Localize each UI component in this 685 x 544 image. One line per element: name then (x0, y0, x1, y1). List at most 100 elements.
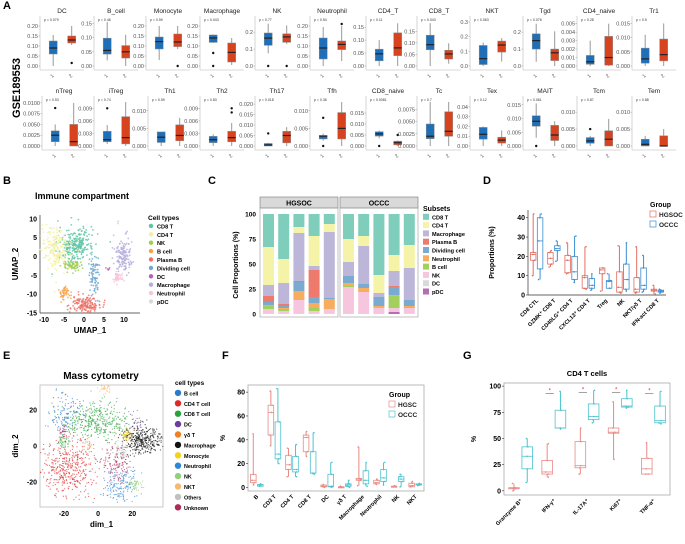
point (62, 457, 65, 460)
legend-swatch (388, 400, 396, 408)
x-tick-label: TNF-α⁺ (639, 497, 657, 515)
point (66, 417, 69, 419)
point (133, 448, 135, 450)
point (134, 469, 136, 472)
point (90, 301, 93, 304)
point (55, 469, 58, 471)
point (56, 237, 59, 240)
point (93, 281, 96, 284)
point (124, 473, 126, 476)
point (124, 407, 127, 409)
point (128, 249, 131, 252)
point (42, 231, 45, 234)
point (136, 495, 138, 497)
x-tick-label: -10 (39, 317, 49, 324)
data-point (409, 486, 412, 488)
point (64, 416, 66, 418)
point (67, 402, 69, 405)
point (81, 424, 84, 427)
point (120, 496, 122, 498)
legend-swatch (148, 240, 154, 245)
point (128, 254, 131, 257)
point (57, 416, 60, 418)
point (39, 234, 42, 237)
point (131, 470, 134, 472)
point (106, 448, 108, 450)
point (110, 470, 112, 472)
point (111, 439, 113, 441)
data-point (295, 443, 298, 446)
point (94, 457, 96, 459)
point (129, 427, 131, 429)
point (75, 309, 78, 312)
point (136, 425, 138, 427)
point (90, 277, 92, 280)
point (71, 437, 73, 439)
point (76, 299, 79, 302)
point (74, 244, 77, 247)
y-tick-label: 0.10 (353, 38, 364, 44)
point (125, 456, 127, 458)
point (93, 298, 96, 300)
data-point (411, 480, 414, 483)
point (107, 404, 109, 406)
x-tick-label: CXCL13⁺ CD4 T (558, 297, 593, 332)
data-point (364, 479, 366, 482)
data-point (271, 404, 273, 407)
point (70, 410, 72, 413)
point (60, 413, 62, 415)
point (123, 265, 126, 268)
point (55, 493, 57, 495)
point (96, 427, 98, 430)
point (75, 253, 78, 256)
point (76, 420, 78, 422)
point (90, 428, 93, 431)
facet-bg (366, 16, 410, 70)
point (69, 423, 71, 425)
point (147, 441, 149, 443)
point (42, 443, 45, 446)
point (127, 436, 129, 438)
point (96, 420, 98, 422)
point (49, 257, 51, 260)
legend-label: Plasma B (432, 240, 457, 246)
point (74, 466, 76, 468)
point (88, 271, 91, 274)
box-group-2-box (69, 124, 78, 147)
point (68, 431, 71, 433)
box-group-2-outlier (230, 107, 233, 110)
point (149, 452, 151, 454)
bar-segment-B-cell (388, 296, 400, 308)
point (70, 260, 72, 263)
facet-bg (148, 96, 192, 150)
point (94, 458, 96, 460)
point (78, 498, 80, 501)
point (106, 484, 108, 487)
point (65, 479, 68, 481)
point (72, 266, 75, 269)
point (62, 468, 64, 470)
data-point (251, 479, 253, 482)
point (75, 411, 77, 413)
point (119, 423, 121, 425)
x-tick-label: 2 (228, 73, 234, 79)
point (78, 466, 80, 468)
point (68, 464, 70, 466)
point (71, 455, 74, 457)
point (87, 430, 89, 432)
point (60, 229, 63, 232)
point (72, 483, 74, 485)
point (124, 481, 126, 483)
point (72, 417, 74, 419)
point (95, 304, 98, 307)
point (72, 451, 74, 454)
y-tick-label: 0.020 (239, 102, 253, 108)
point (141, 431, 144, 433)
bar-segment-Macrophage (278, 283, 290, 304)
point (56, 481, 58, 484)
data-point (654, 293, 657, 295)
y-tick-label: 0.04 (457, 105, 468, 111)
point (121, 430, 123, 432)
point (98, 423, 100, 425)
point (88, 463, 90, 465)
